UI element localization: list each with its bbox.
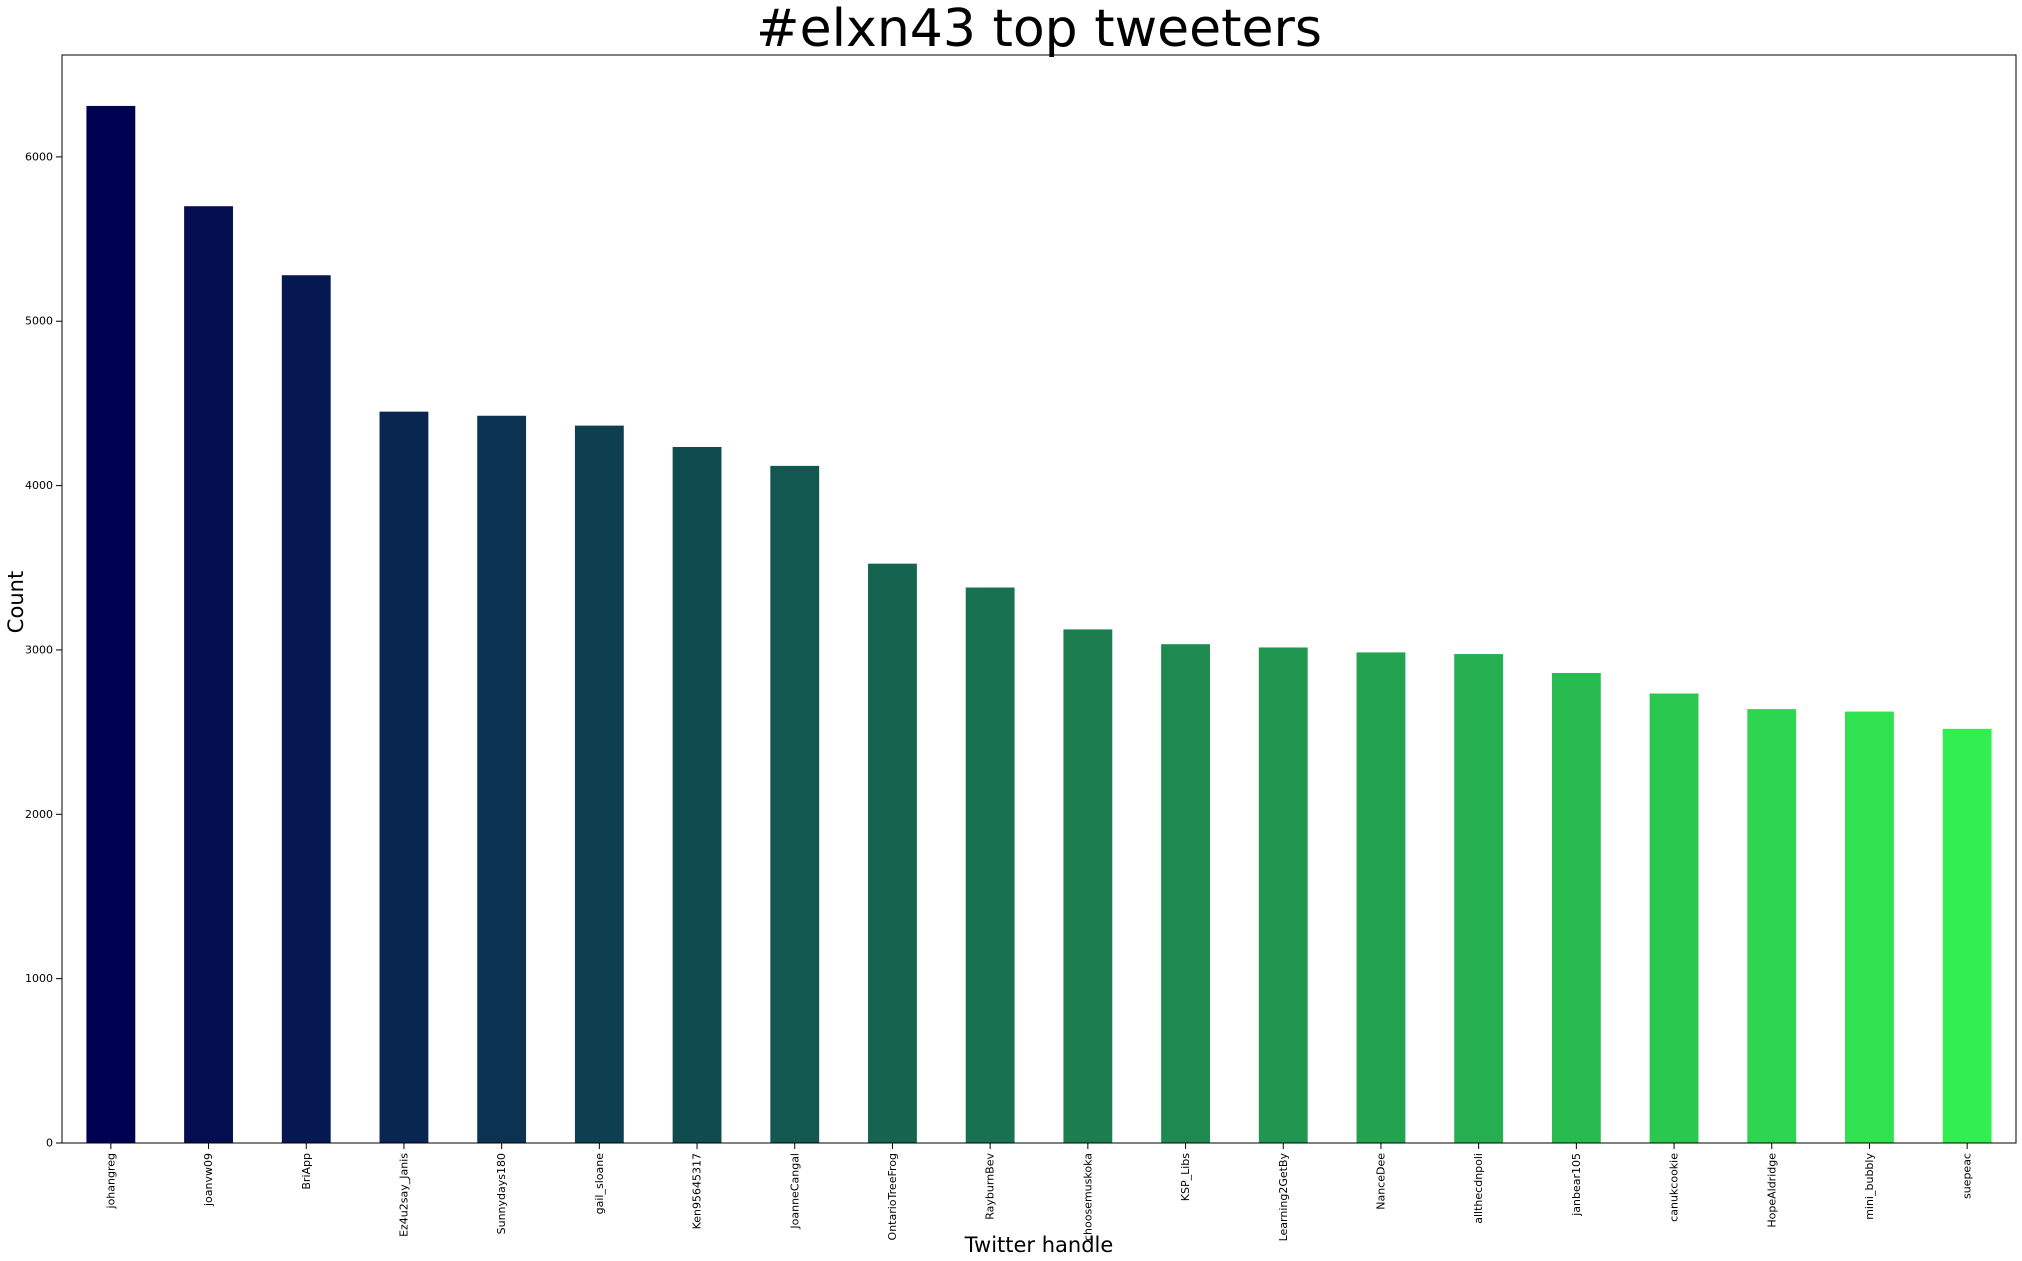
bar-suepeac [1942, 728, 1992, 1143]
bar-BriApp [281, 275, 331, 1143]
bar-NanceDee [1356, 652, 1406, 1143]
bars-group [86, 105, 1992, 1144]
x-tick-label: gail_sloane [593, 1153, 606, 1215]
y-tick-label: 4000 [25, 479, 53, 492]
y-tick-label: 0 [46, 1137, 53, 1150]
bar-janbear105 [1551, 672, 1601, 1143]
bar-Sunnydays180 [477, 415, 527, 1143]
x-tick-label: janbear105 [1570, 1153, 1583, 1217]
y-tick-label: 1000 [25, 972, 53, 985]
x-tick-label: Learning2GetBy [1277, 1153, 1290, 1242]
bar-allthecdnpoli [1454, 654, 1504, 1143]
x-tick-label: BriApp [300, 1153, 313, 1190]
y-tick-label: 2000 [25, 808, 53, 821]
x-tick-label: Ez4u2say_Janis [397, 1153, 410, 1237]
bar-OntarioTreeFrog [868, 563, 917, 1143]
bar-canukcookie [1649, 693, 1699, 1143]
x-tick-label: canukcookie [1668, 1153, 1681, 1222]
x-tick-label: NanceDee [1374, 1153, 1387, 1210]
x-tick-label: Ken95645317 [691, 1153, 704, 1229]
bar-RayburnBev [965, 587, 1015, 1143]
x-tick-label: HopeAldridge [1765, 1153, 1778, 1228]
x-tick-label: choosemuskoka [1081, 1153, 1094, 1241]
bar-gail_sloane [574, 425, 624, 1144]
y-tick-label: 3000 [25, 643, 53, 656]
bar-JoanneCangal [770, 465, 820, 1144]
x-tick-label: allthecdnpoli [1472, 1153, 1485, 1224]
bar-mini_bubbly [1845, 711, 1894, 1143]
x-tick-label: OntarioTreeFrog [886, 1153, 899, 1240]
x-axis-ticks: johangreg joanvw09 BriApp Ez4u2say_Janis Sun… [104, 1143, 1974, 1242]
bar-joanvw09 [184, 206, 233, 1144]
bar-johangreg [86, 105, 136, 1144]
x-tick-label: johangreg [104, 1153, 117, 1209]
plot-frame [61, 54, 2017, 1144]
y-axis-label: Count [4, 571, 28, 633]
x-tick-label: Sunnydays180 [495, 1153, 508, 1234]
bar-KSP_Libs [1161, 644, 1210, 1143]
x-axis-label: Twitter handle [964, 1233, 1114, 1257]
bar-Ez4u2say_Janis [379, 411, 429, 1143]
bar-HopeAldridge [1747, 709, 1797, 1143]
x-tick-label: JoanneCangal [788, 1153, 801, 1230]
x-tick-label: KSP_Libs [1179, 1153, 1192, 1201]
chart-title: #elxn43 top tweeters [756, 0, 1322, 59]
y-tick-label: 6000 [25, 150, 53, 163]
y-tick-label: 5000 [25, 315, 53, 328]
bar-choosemuskoka [1063, 629, 1113, 1143]
x-tick-label: RayburnBev [984, 1153, 997, 1220]
x-tick-label: suepeac [1961, 1153, 1974, 1199]
y-axis-ticks: 0 1000 2000 3000 4000 5000 6000 [25, 150, 62, 1150]
x-tick-label: mini_bubbly [1863, 1153, 1876, 1220]
x-tick-label: joanvw09 [202, 1153, 215, 1207]
bar-Ken95645317 [672, 446, 722, 1143]
bar-Learning2GetBy [1258, 647, 1308, 1143]
